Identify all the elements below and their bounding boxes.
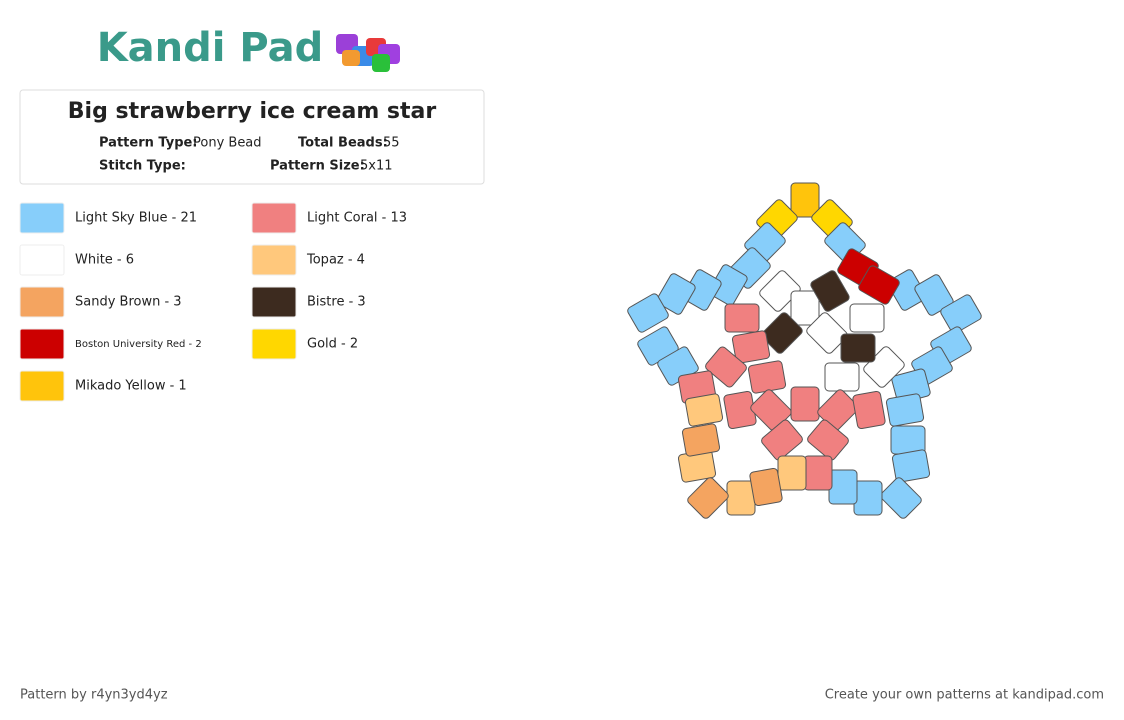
bead bbox=[891, 449, 931, 483]
legend-label: Bistre - 3 bbox=[307, 295, 366, 310]
bead bbox=[777, 455, 807, 491]
bead bbox=[705, 346, 747, 388]
bead bbox=[852, 390, 886, 430]
legend-label: White - 6 bbox=[75, 253, 134, 268]
bead bbox=[803, 455, 833, 491]
bead bbox=[761, 312, 803, 354]
legend-label: Light Coral - 13 bbox=[307, 211, 407, 226]
bead bbox=[749, 467, 783, 507]
bead bbox=[747, 360, 787, 394]
legend-swatch bbox=[251, 286, 297, 318]
legend-label: Sandy Brown - 3 bbox=[75, 295, 182, 310]
bead bbox=[824, 362, 860, 392]
bead bbox=[759, 270, 801, 312]
value: 55 bbox=[383, 136, 400, 151]
bead bbox=[807, 419, 849, 461]
bead bbox=[627, 293, 669, 333]
bead bbox=[726, 480, 756, 516]
bead bbox=[810, 270, 850, 312]
bead bbox=[684, 393, 724, 427]
bead bbox=[806, 312, 848, 354]
value: Pony Bead bbox=[193, 136, 262, 151]
bead bbox=[681, 423, 721, 457]
footer-link[interactable]: Create your own patterns at kandipad.com bbox=[825, 688, 1104, 703]
value: 5x11 bbox=[360, 159, 393, 174]
logo-icon bbox=[336, 34, 400, 72]
legend-label: Light Sky Blue - 21 bbox=[75, 211, 197, 226]
bead bbox=[858, 265, 900, 305]
bead bbox=[880, 477, 922, 519]
label: Pattern Size: bbox=[270, 159, 365, 174]
legend-swatch bbox=[19, 328, 65, 360]
logo: Kandi Pad bbox=[97, 25, 324, 71]
legend-swatch bbox=[19, 202, 65, 234]
bead bbox=[840, 333, 876, 363]
bead bbox=[790, 290, 820, 326]
legend-swatch bbox=[19, 286, 65, 318]
legend-label: Boston University Red - 2 bbox=[75, 339, 202, 350]
label: Total Beads: bbox=[298, 136, 388, 151]
legend-swatch bbox=[251, 328, 297, 360]
legend-swatch bbox=[251, 202, 297, 234]
bead bbox=[731, 330, 771, 364]
bead bbox=[687, 477, 729, 519]
legend-label: Topaz - 4 bbox=[306, 253, 365, 268]
label: Pattern Type: bbox=[99, 136, 198, 151]
label: Stitch Type: bbox=[99, 159, 186, 174]
legend-label: Mikado Yellow - 1 bbox=[75, 379, 187, 394]
title: Big strawberry ice cream star bbox=[68, 99, 437, 124]
footer-author: Pattern by r4yn3yd4yz bbox=[20, 688, 168, 703]
bead bbox=[761, 419, 803, 461]
bead bbox=[790, 182, 820, 218]
header-box bbox=[19, 89, 485, 185]
legend-label: Gold - 2 bbox=[307, 337, 358, 352]
legend-swatch bbox=[251, 244, 297, 276]
bead bbox=[656, 273, 696, 315]
legend-swatch bbox=[19, 244, 65, 276]
bead bbox=[790, 386, 820, 422]
bead bbox=[940, 294, 982, 334]
legend-swatch bbox=[19, 370, 65, 402]
bead bbox=[853, 480, 883, 516]
bead bbox=[849, 303, 885, 333]
bead bbox=[885, 393, 925, 427]
bead bbox=[828, 469, 858, 505]
bead bbox=[724, 303, 760, 333]
